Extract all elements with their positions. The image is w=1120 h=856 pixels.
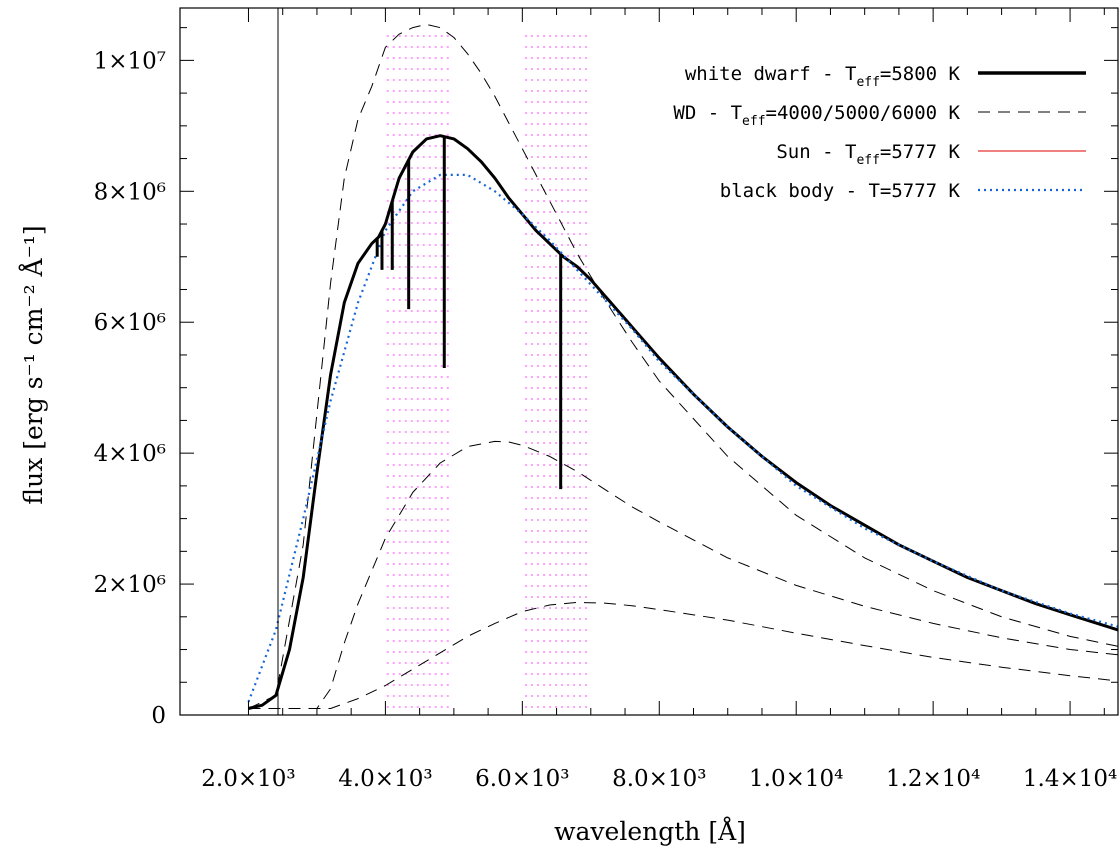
- y-tick-label-4: 8×10⁶: [94, 179, 166, 205]
- shaded-bands: [386, 35, 590, 708]
- axis-ticks: [180, 8, 1118, 716]
- series-line-2: [248, 440, 1119, 709]
- legend-entry-1: WD - Teff=4000/5000/6000 K: [673, 102, 1086, 129]
- shaded-band-0: [386, 35, 450, 708]
- x-tick-label-2: 6.0×10³: [475, 766, 569, 792]
- series-line-1: [248, 23, 1119, 709]
- absorption-lines: [375, 136, 563, 490]
- x-tick-label-5: 1.2×10⁴: [886, 766, 980, 792]
- y-axis-title: flux [erg s⁻¹ cm⁻² Å⁻¹]: [18, 225, 48, 504]
- x-tick-label-4: 1.0×10⁴: [749, 766, 843, 792]
- x-tick-label-1: 4.0×10³: [338, 766, 432, 792]
- legend-label-2: Sun - Teff=5777 K: [776, 141, 960, 168]
- legend: white dwarf - Teff=5800 K WD - Teff=4000/…: [673, 63, 1086, 202]
- x-tick-label-3: 8.0×10³: [612, 766, 706, 792]
- tick-labels: 2.0×10³ 4.0×10³ 6.0×10³ 8.0×10³ 1.0×10⁴ 1.2×1…: [94, 48, 1118, 792]
- y-tick-label-2: 4×10⁶: [94, 441, 166, 467]
- x-axis-title: wavelength [Å]: [554, 816, 746, 846]
- series-line-4: [247, 173, 1119, 703]
- x-tick-label-6: 1.4×10⁴: [1023, 766, 1117, 792]
- y-tick-label-0: 0: [151, 703, 166, 729]
- plot-frame: [179, 7, 1119, 716]
- x-tick-label-0: 2.0×10³: [201, 766, 295, 792]
- legend-entry-2: Sun - Teff=5777 K: [776, 141, 1086, 168]
- shaded-band-1: [525, 35, 590, 708]
- legend-label-1: WD - Teff=4000/5000/6000 K: [673, 102, 960, 129]
- legend-entry-3: black body - T=5777 K: [720, 180, 1086, 202]
- y-tick-label-3: 6×10⁶: [94, 310, 166, 336]
- series-lines: [247, 23, 1119, 710]
- legend-label-3: black body - T=5777 K: [720, 180, 961, 202]
- series-line-0: [248, 134, 1119, 710]
- y-tick-label-5: 1×10⁷: [94, 48, 166, 74]
- legend-label-0: white dwarf - Teff=5800 K: [685, 63, 961, 90]
- y-tick-label-1: 2×10⁶: [94, 572, 166, 598]
- legend-entry-0: white dwarf - Teff=5800 K: [685, 63, 1086, 90]
- series-line-3: [248, 601, 1119, 709]
